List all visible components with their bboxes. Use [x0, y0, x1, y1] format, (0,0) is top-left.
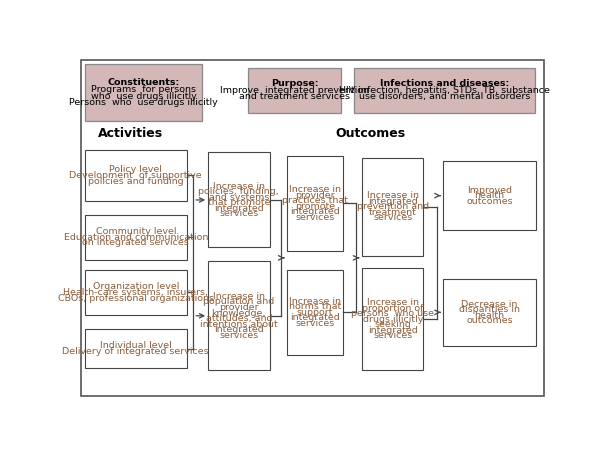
Text: on integrated services: on integrated services	[82, 238, 189, 247]
Text: use disorders, and mental disorders: use disorders, and mental disorders	[359, 92, 530, 101]
Text: Increase in: Increase in	[367, 191, 419, 200]
Text: Delivery of integrated services: Delivery of integrated services	[62, 347, 209, 356]
Text: support: support	[297, 308, 333, 317]
Bar	[362, 158, 423, 256]
Text: Increase in: Increase in	[289, 185, 341, 194]
Bar	[85, 215, 187, 260]
Bar	[208, 152, 269, 247]
Text: Constituents:: Constituents:	[108, 79, 180, 88]
Text: Increase in: Increase in	[213, 292, 265, 301]
Text: integrated: integrated	[290, 313, 340, 322]
Text: disparities in: disparities in	[459, 305, 520, 314]
Text: services: services	[295, 213, 335, 222]
Text: knowledge,: knowledge,	[211, 308, 266, 317]
Text: that promote: that promote	[208, 198, 270, 207]
Text: health: health	[475, 191, 505, 200]
Text: treatment: treatment	[369, 208, 417, 217]
Text: Programs  for persons: Programs for persons	[91, 85, 196, 94]
Bar	[85, 64, 202, 121]
Text: services: services	[219, 330, 258, 339]
Text: Activities: Activities	[98, 127, 163, 140]
Text: Infections and diseases:: Infections and diseases:	[380, 79, 510, 88]
Text: norms that: norms that	[289, 302, 341, 311]
Text: integrated: integrated	[214, 325, 264, 334]
Text: outcomes: outcomes	[466, 316, 513, 325]
Text: and treatment services: and treatment services	[239, 92, 350, 101]
Text: Decrease in: Decrease in	[461, 299, 518, 308]
Text: HIV infection, hepatitis, STDs, TB, substance: HIV infection, hepatitis, STDs, TB, subs…	[339, 86, 551, 95]
Text: Purpose:: Purpose:	[271, 79, 318, 88]
Text: services: services	[219, 209, 258, 218]
Text: promote: promote	[295, 202, 335, 211]
Text: CBOs, professional organizations: CBOs, professional organizations	[58, 294, 214, 303]
Bar	[85, 329, 187, 369]
Text: services: services	[373, 213, 412, 222]
Text: attitudes, and: attitudes, and	[205, 314, 272, 323]
Text: policies, funding,: policies, funding,	[199, 187, 279, 196]
Text: intentions about: intentions about	[200, 320, 277, 329]
Text: integrated: integrated	[290, 207, 340, 216]
Text: provider: provider	[295, 191, 335, 200]
Text: population and: population and	[203, 297, 274, 306]
Text: provider: provider	[219, 303, 258, 312]
Text: Improve  integrated prevention: Improve integrated prevention	[220, 86, 369, 95]
Text: seeking: seeking	[375, 320, 411, 329]
Text: Organization level: Organization level	[93, 282, 179, 291]
Text: Policy level: Policy level	[109, 165, 163, 174]
Text: Improved: Improved	[467, 185, 512, 194]
Bar	[362, 268, 423, 370]
Text: health: health	[475, 311, 505, 320]
Text: Increase in: Increase in	[289, 297, 341, 306]
Bar	[85, 270, 187, 315]
Text: integrated: integrated	[368, 197, 417, 206]
Text: and systems: and systems	[208, 193, 269, 202]
Text: persons  who use: persons who use	[351, 309, 434, 318]
Text: Health-care systems, insurers,: Health-care systems, insurers,	[64, 288, 208, 297]
Bar	[208, 261, 269, 370]
Text: services: services	[373, 331, 412, 340]
Text: integrated: integrated	[368, 326, 417, 335]
Text: practices that: practices that	[282, 196, 348, 205]
Bar	[287, 270, 343, 355]
Text: drugs illicitly: drugs illicitly	[362, 315, 423, 324]
Text: outcomes: outcomes	[466, 197, 513, 206]
Text: Community level: Community level	[95, 227, 176, 236]
Text: prevention and: prevention and	[357, 202, 429, 211]
Bar	[287, 156, 343, 251]
Text: integrated: integrated	[214, 204, 264, 213]
Text: services: services	[295, 319, 335, 328]
Text: policies and funding: policies and funding	[88, 176, 184, 185]
Bar	[444, 278, 536, 346]
Text: Persons  who  use drugs illicitly: Persons who use drugs illicitly	[69, 98, 218, 107]
Text: Development  of supportive: Development of supportive	[70, 171, 202, 180]
Bar	[444, 161, 536, 230]
Text: Increase in: Increase in	[367, 298, 419, 307]
Text: who  use drugs illicitly: who use drugs illicitly	[91, 92, 197, 101]
Text: Increase in: Increase in	[213, 182, 265, 191]
Text: proportion of: proportion of	[362, 304, 423, 313]
Text: Education and communication: Education and communication	[64, 233, 208, 242]
Bar	[354, 68, 535, 113]
Text: Individual level: Individual level	[100, 341, 172, 350]
Text: Outcomes: Outcomes	[335, 127, 405, 140]
Bar	[248, 68, 340, 113]
Bar	[85, 150, 187, 201]
